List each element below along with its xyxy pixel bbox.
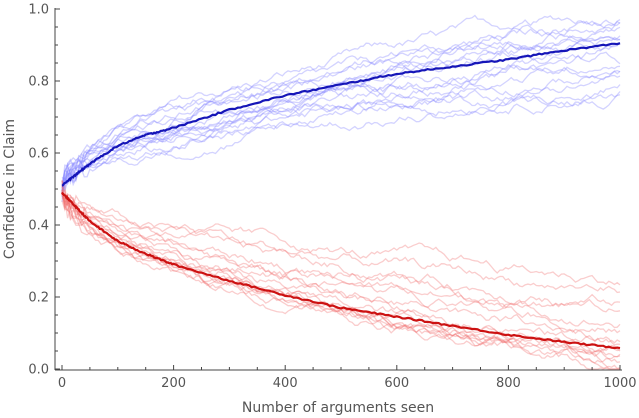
- y-tick-label: 0.2: [28, 291, 49, 306]
- red-run-line-6: [61, 194, 621, 344]
- red-run-line-0: [61, 193, 621, 286]
- y-tick-label: 0.8: [28, 75, 49, 90]
- blue-run-line-15: [61, 93, 621, 192]
- blue-run-line-12: [61, 74, 621, 202]
- blue-run-line-1: [61, 14, 621, 198]
- blue-run-line-6: [61, 35, 621, 191]
- blue-run-line-16: [61, 31, 621, 189]
- red-run-line-13: [61, 184, 620, 370]
- x-tick-label: 800: [496, 376, 521, 391]
- ticks: 0 200 400 600 800 1000 0.0 0.2 0.4 0.6 0.8 1.0: [28, 3, 636, 392]
- red-run-line-8: [61, 189, 621, 346]
- blue-run-line-10: [61, 66, 621, 192]
- red-mean-line: [61, 191, 621, 350]
- red-run-line-3: [61, 180, 621, 313]
- y-tick-label: 0.0: [28, 363, 49, 378]
- y-tick-label: 1.0: [28, 3, 49, 18]
- blue-run-line-9: [61, 51, 621, 185]
- blue-mean-line: [61, 42, 621, 187]
- red-run-line-12: [61, 191, 621, 360]
- red-run-line-1: [61, 189, 621, 294]
- x-tick-label: 1000: [603, 376, 636, 391]
- blue-run-line-0: [61, 15, 621, 193]
- x-tick-label: 600: [384, 376, 409, 391]
- y-tick-label: 0.4: [28, 219, 49, 234]
- y-axis-title: Confidence in Claim: [2, 119, 18, 259]
- blue-run-line-8: [61, 43, 621, 182]
- red-run-line-2: [61, 179, 621, 309]
- blue-run-line-14: [61, 91, 621, 193]
- red-run-line-5: [61, 180, 621, 334]
- individual-runs: [61, 14, 621, 370]
- mean-lines: [61, 42, 621, 350]
- blue-run-line-13: [61, 84, 621, 191]
- blue-run-line-7: [61, 63, 621, 191]
- red-run-line-10: [61, 197, 621, 364]
- red-run-line-15: [61, 189, 620, 370]
- x-tick-label: 400: [273, 376, 298, 391]
- x-tick-label: 0: [58, 376, 66, 391]
- x-axis-title: Number of arguments seen: [242, 400, 434, 416]
- y-tick-label: 0.6: [28, 147, 49, 162]
- red-run-line-14: [61, 193, 621, 370]
- blue-run-line-2: [61, 19, 621, 186]
- blue-run-line-11: [61, 70, 621, 193]
- x-tick-label: 200: [161, 376, 186, 391]
